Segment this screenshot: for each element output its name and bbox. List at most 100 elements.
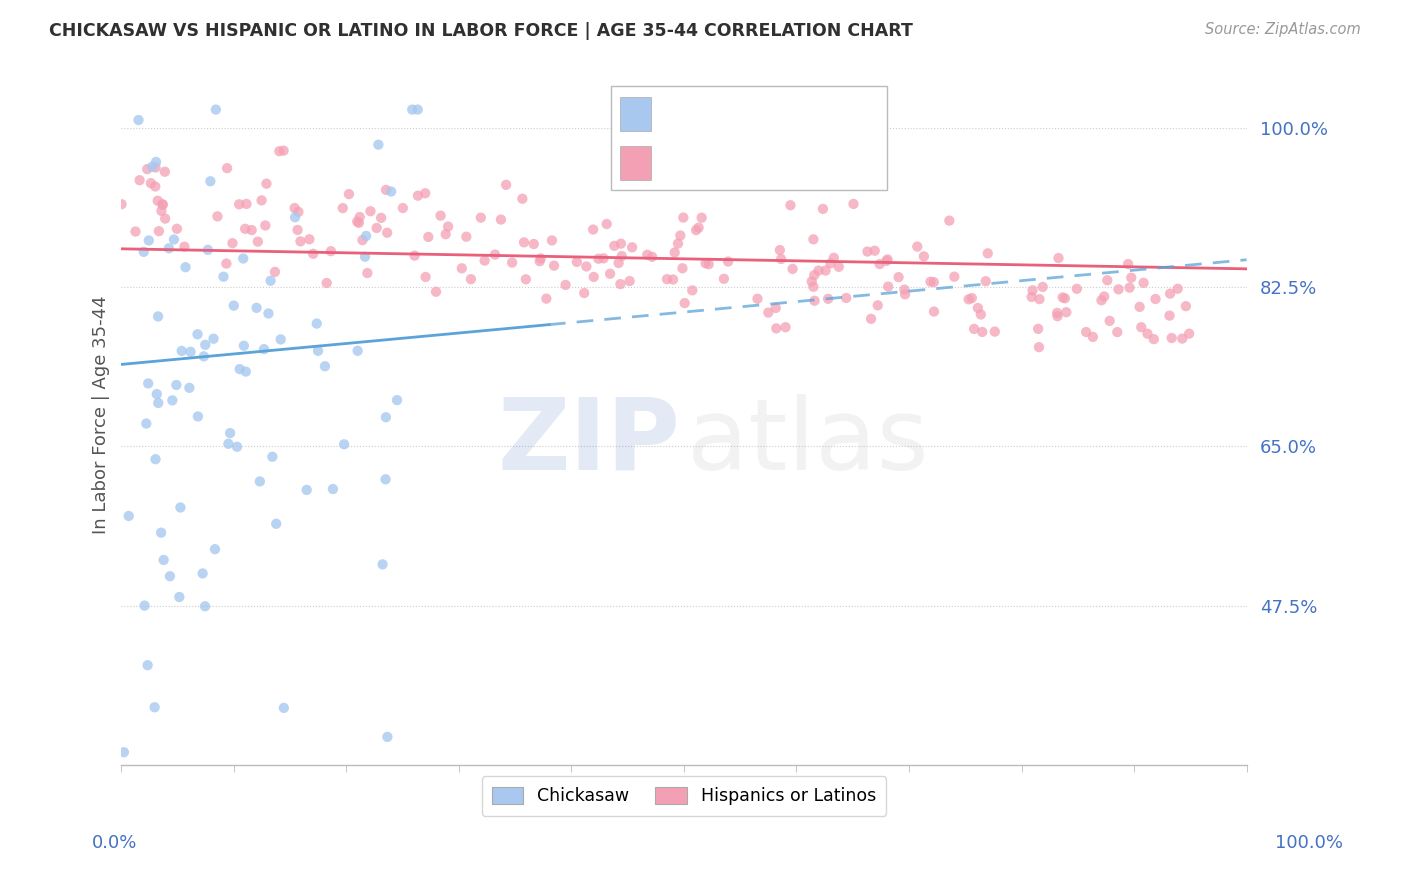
Point	[146, 194, 169, 208]
Point	[1144, 292, 1167, 306]
Point	[775, 320, 797, 334]
Point	[1028, 340, 1050, 354]
Point	[333, 437, 356, 451]
Point	[470, 211, 492, 225]
Point	[1136, 326, 1159, 341]
Point	[179, 381, 201, 395]
Point	[273, 144, 295, 158]
Point	[302, 246, 325, 260]
Point	[219, 426, 242, 441]
Point	[145, 161, 167, 175]
Point	[298, 232, 321, 246]
Point	[536, 292, 558, 306]
Point	[595, 217, 617, 231]
Point	[1107, 325, 1129, 339]
Point	[765, 301, 787, 315]
Point	[170, 343, 193, 358]
Point	[574, 286, 596, 301]
Point	[619, 274, 641, 288]
Text: 201: 201	[848, 150, 887, 169]
Point	[1121, 270, 1143, 285]
Point	[337, 187, 360, 202]
Point	[128, 173, 150, 187]
Point	[673, 296, 696, 310]
Point	[134, 599, 156, 613]
Point	[250, 194, 273, 208]
Point	[148, 224, 170, 238]
Point	[232, 252, 254, 266]
Point	[228, 197, 250, 211]
Point	[717, 254, 740, 268]
Text: Source: ZipAtlas.com: Source: ZipAtlas.com	[1205, 22, 1361, 37]
Point	[413, 186, 436, 201]
Point	[1028, 292, 1050, 306]
Point	[207, 210, 229, 224]
Point	[1108, 282, 1130, 296]
Text: 100.0%: 100.0%	[1275, 834, 1343, 852]
Point	[197, 243, 219, 257]
Point	[779, 198, 801, 212]
Point	[186, 327, 208, 342]
Point	[367, 137, 389, 152]
Point	[842, 197, 865, 211]
Text: CHICKASAW VS HISPANIC OR LATINO IN LABOR FORCE | AGE 35-44 CORRELATION CHART: CHICKASAW VS HISPANIC OR LATINO IN LABOR…	[49, 22, 912, 40]
Point	[530, 252, 553, 266]
Point	[235, 197, 257, 211]
Point	[287, 205, 309, 219]
Point	[249, 475, 271, 489]
Point	[513, 235, 536, 250]
Point	[404, 249, 426, 263]
Point	[460, 272, 482, 286]
Point	[1174, 299, 1197, 313]
Point	[425, 285, 447, 299]
Point	[146, 387, 169, 401]
Point	[1081, 330, 1104, 344]
Point	[1160, 331, 1182, 345]
FancyBboxPatch shape	[610, 87, 887, 190]
Point	[245, 301, 267, 315]
Point	[828, 260, 851, 274]
Point	[1021, 290, 1043, 304]
Point	[380, 185, 402, 199]
Point	[305, 317, 328, 331]
Point	[246, 235, 269, 249]
Point	[138, 234, 160, 248]
Point	[150, 525, 173, 540]
Point	[1090, 293, 1112, 308]
Point	[672, 211, 695, 225]
Point	[655, 272, 678, 286]
Point	[415, 270, 437, 285]
Point	[765, 321, 787, 335]
Point	[191, 566, 214, 581]
Point	[152, 197, 174, 211]
Point	[322, 482, 344, 496]
Point	[148, 396, 170, 410]
Point	[685, 223, 707, 237]
Point	[1159, 286, 1181, 301]
Point	[221, 236, 243, 251]
Point	[876, 252, 898, 267]
Point	[803, 232, 825, 246]
Point	[215, 256, 238, 270]
Point	[582, 222, 605, 236]
Point	[1053, 291, 1076, 305]
Point	[169, 590, 191, 604]
Point	[150, 203, 173, 218]
Point	[688, 220, 710, 235]
Point	[769, 243, 792, 257]
Point	[204, 542, 226, 557]
Point	[145, 155, 167, 169]
Point	[541, 234, 564, 248]
Point	[803, 268, 825, 283]
Point	[163, 233, 186, 247]
Point	[202, 332, 225, 346]
Text: R =: R =	[665, 101, 707, 120]
Point	[671, 261, 693, 276]
Point	[434, 227, 457, 242]
Point	[256, 177, 278, 191]
Point	[162, 393, 184, 408]
Point	[132, 244, 155, 259]
Point	[200, 174, 222, 188]
Point	[401, 103, 423, 117]
Point	[938, 213, 960, 227]
